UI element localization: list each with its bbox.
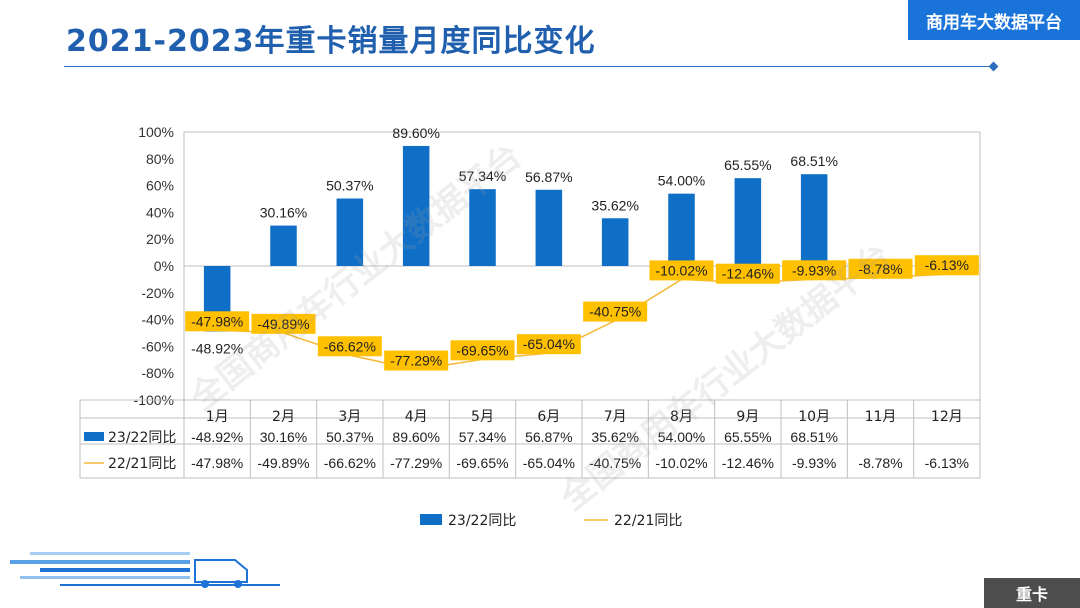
bar xyxy=(535,189,563,266)
bar-data-label: 54.00% xyxy=(658,173,705,189)
bar-data-label: 30.16% xyxy=(260,205,307,221)
x-tick-label: 11月 xyxy=(865,409,897,425)
table-cell: -10.02% xyxy=(655,455,707,471)
legend-bar-swatch xyxy=(420,514,442,525)
table-cell: -6.13% xyxy=(925,455,969,471)
bar xyxy=(601,218,629,266)
line-data-label: -6.13% xyxy=(925,257,969,273)
line-label-box xyxy=(914,255,979,276)
table-cell: -40.75% xyxy=(589,455,641,471)
line-label-box xyxy=(516,334,581,355)
line-label-box xyxy=(848,258,913,279)
x-tick-label: 2月 xyxy=(272,409,295,425)
line-data-label: -8.78% xyxy=(858,261,902,277)
bar xyxy=(734,178,762,266)
table-cell: -66.62% xyxy=(324,455,376,471)
y-tick-label: -40% xyxy=(141,312,174,328)
y-tick-label: 80% xyxy=(146,151,174,167)
y-tick-label: -20% xyxy=(141,285,174,301)
table-cell: 89.60% xyxy=(392,429,439,445)
line-label-box xyxy=(649,260,714,281)
table-cell: -9.93% xyxy=(792,455,836,471)
table-cell: -77.29% xyxy=(390,455,442,471)
table-cell: 50.37% xyxy=(326,429,373,445)
table-cell: -49.89% xyxy=(257,455,309,471)
bar-data-label: 56.87% xyxy=(525,169,572,185)
y-tick-label: 20% xyxy=(146,231,174,247)
x-tick-label: 1月 xyxy=(206,409,229,425)
x-tick-label: 12月 xyxy=(931,409,963,425)
line-data-label: -12.46% xyxy=(722,266,774,282)
line-data-label: -40.75% xyxy=(589,304,641,320)
table-cell: 56.87% xyxy=(525,429,572,445)
table-cell: 35.62% xyxy=(591,429,638,445)
table-cell: 54.00% xyxy=(658,429,705,445)
line-data-label: -9.93% xyxy=(792,262,836,278)
x-tick-label: 7月 xyxy=(604,409,627,425)
line-data-label: -66.62% xyxy=(324,338,376,354)
line-label-box xyxy=(185,311,250,332)
y-tick-label: -80% xyxy=(141,365,174,381)
brand-badge: 商用车大数据平台 xyxy=(908,0,1080,40)
table-legend-bar-swatch xyxy=(84,432,104,441)
x-tick-label: 8月 xyxy=(670,409,693,425)
table-cell: -8.78% xyxy=(858,455,902,471)
bar-data-label: 65.55% xyxy=(724,157,771,173)
bar-data-label: 68.51% xyxy=(790,153,837,169)
line-label-box xyxy=(715,263,780,284)
x-tick-label: 6月 xyxy=(537,409,560,425)
legend-label: 22/21同比 xyxy=(614,513,682,529)
y-tick-label: 0% xyxy=(154,258,174,274)
table-cell: 68.51% xyxy=(790,429,837,445)
line-data-label: -65.04% xyxy=(523,336,575,352)
bar-data-label: 50.37% xyxy=(326,178,373,194)
line-label-box xyxy=(450,340,515,361)
y-tick-label: 40% xyxy=(146,204,174,220)
y-tick-label: 100% xyxy=(138,124,174,140)
table-cell: 30.16% xyxy=(260,429,307,445)
line-label-box xyxy=(251,313,316,334)
bar-data-label: 89.60% xyxy=(392,125,439,141)
table-cell: 57.34% xyxy=(459,429,506,445)
bar xyxy=(270,225,297,266)
x-tick-label: 9月 xyxy=(736,409,759,425)
line-data-label: -10.02% xyxy=(655,262,707,278)
y-tick-label: 60% xyxy=(146,178,174,194)
bar-data-label: 57.34% xyxy=(459,168,506,184)
y-tick-label: -60% xyxy=(141,338,174,354)
page-title: 2021-2023年重卡销量月度同比变化 xyxy=(66,24,596,59)
line-data-label: -77.29% xyxy=(390,353,442,369)
table-cell: -48.92% xyxy=(191,429,243,445)
table-row-header: 23/22同比 xyxy=(108,430,176,446)
line-data-label: -47.98% xyxy=(191,313,243,329)
title-divider xyxy=(64,66,994,67)
table-cell: -65.04% xyxy=(523,455,575,471)
line-label-box xyxy=(782,260,847,281)
table-cell: -47.98% xyxy=(191,455,243,471)
line-label-box xyxy=(317,336,382,357)
bar-data-label: -48.92% xyxy=(191,341,243,357)
line-label-box xyxy=(583,301,648,322)
x-tick-label: 3月 xyxy=(338,409,361,425)
bar xyxy=(402,145,430,266)
x-tick-label: 5月 xyxy=(471,409,494,425)
category-tag: 重卡 xyxy=(984,578,1080,608)
table-cell: -69.65% xyxy=(456,455,508,471)
legend-label: 23/22同比 xyxy=(448,513,516,529)
x-tick-label: 10月 xyxy=(798,409,830,425)
bar xyxy=(800,174,828,266)
line-label-box xyxy=(384,350,449,371)
table-row-header: 22/21同比 xyxy=(108,456,176,472)
x-tick-label: 4月 xyxy=(405,409,428,425)
line-data-label: -69.65% xyxy=(456,342,508,358)
bar xyxy=(668,193,695,266)
bar-data-label: 35.62% xyxy=(591,197,638,213)
table-cell: -12.46% xyxy=(722,455,774,471)
bar xyxy=(336,198,364,266)
table-cell: 65.55% xyxy=(724,429,771,445)
bar xyxy=(469,189,496,266)
truck-decoration xyxy=(10,552,280,588)
line-data-label: -49.89% xyxy=(257,316,309,332)
